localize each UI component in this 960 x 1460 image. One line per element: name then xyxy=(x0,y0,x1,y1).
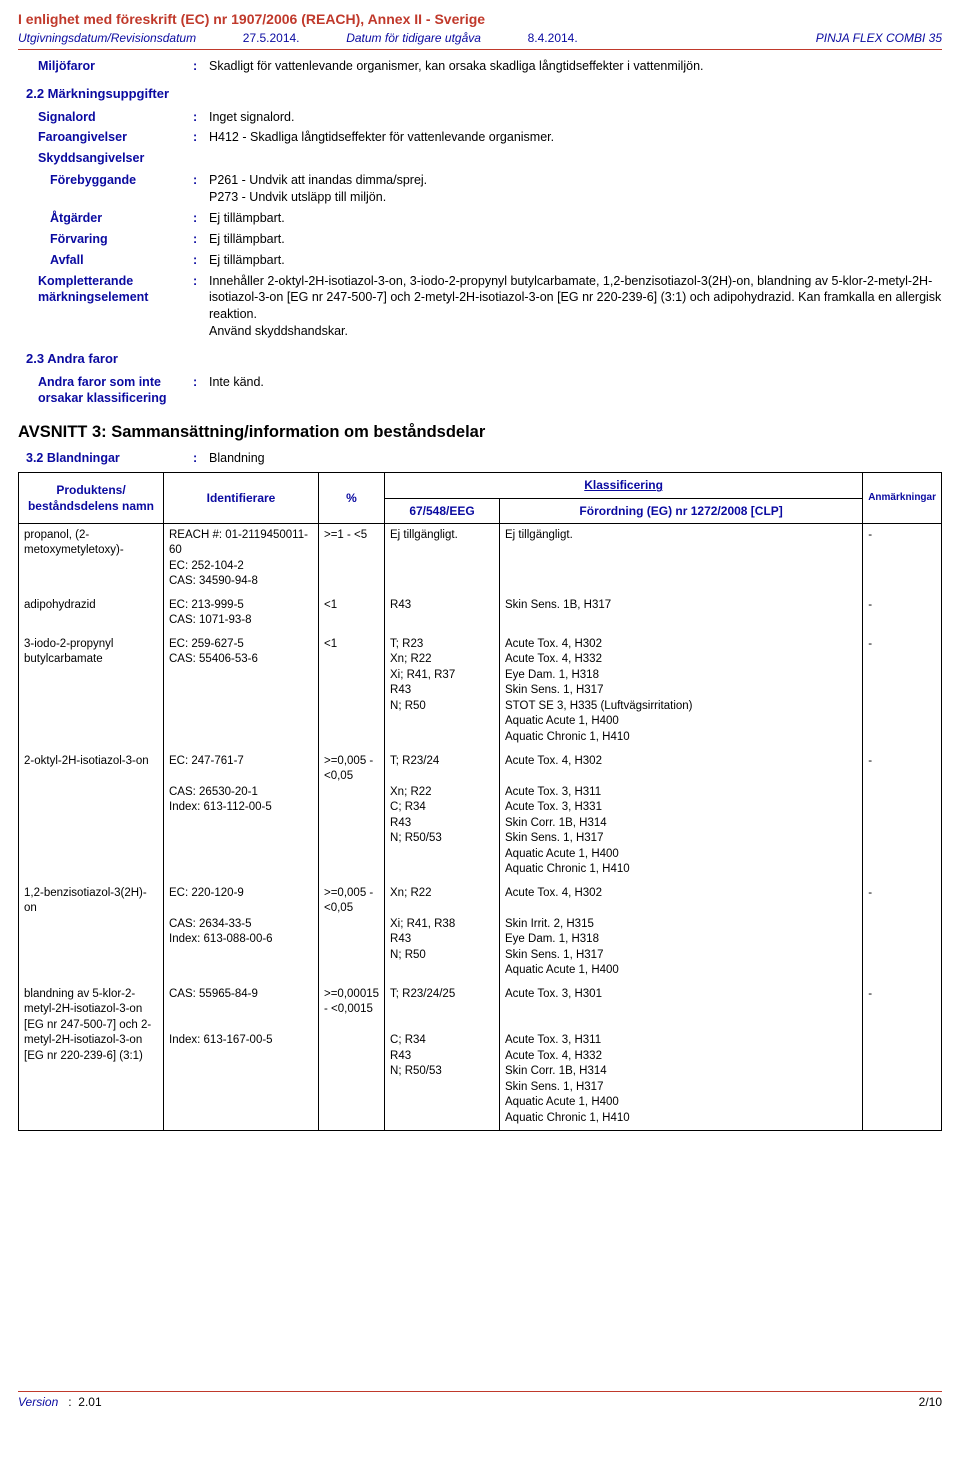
signalord-value: Inget signalord. xyxy=(209,109,942,126)
th-anm: Anmärkningar xyxy=(863,473,942,523)
cell-pct: >=0,005 - <0,05 xyxy=(319,882,385,983)
table-row: blandning av 5-klor-2-metyl-2H-isotiazol… xyxy=(19,983,942,1131)
cell-c67: Xn; R22 Xi; R41, R38 R43 N; R50 xyxy=(385,882,500,983)
cell-clp: Acute Tox. 4, H302 Acute Tox. 3, H311 Ac… xyxy=(500,750,863,882)
prev-date-label: Datum för tidigare utgåva xyxy=(346,31,481,45)
th-67: 67/548/EEG xyxy=(385,498,500,523)
forebyggande-label: Förebyggande xyxy=(18,172,193,206)
composition-table: Produktens/ beståndsdelens namn Identifi… xyxy=(18,472,942,1131)
cell-name: adipohydrazid xyxy=(19,594,164,633)
revision-line: Utgivningsdatum/Revisionsdatum 27.5.2014… xyxy=(18,30,942,48)
cell-clp: Acute Tox. 4, H302 Skin Irrit. 2, H315 E… xyxy=(500,882,863,983)
signalord-label: Signalord xyxy=(18,109,193,126)
cell-name: 3-iodo-2-propynyl butylcarbamate xyxy=(19,633,164,750)
cell-clp: Skin Sens. 1B, H317 xyxy=(500,594,863,633)
section-22-title: 2.2 Märkningsuppgifter xyxy=(26,85,942,103)
th-name: Produktens/ beståndsdelens namn xyxy=(19,473,164,523)
atgarder-label: Åtgärder xyxy=(18,210,193,227)
avsnitt-3-title: AVSNITT 3: Sammansättning/information om… xyxy=(18,421,942,443)
th-pct: % xyxy=(319,473,385,523)
prev-date-value: 8.4.2014. xyxy=(528,31,578,45)
atgarder-row: Åtgärder : Ej tillämpbart. xyxy=(18,210,942,227)
cell-clp: Acute Tox. 4, H302 Acute Tox. 4, H332 Ey… xyxy=(500,633,863,750)
avfall-row: Avfall : Ej tillämpbart. xyxy=(18,252,942,269)
cell-c67: T; R23/24/25 C; R34 R43 N; R50/53 xyxy=(385,983,500,1131)
forvaring-row: Förvaring : Ej tillämpbart. xyxy=(18,231,942,248)
cell-clp: Ej tillgängligt. xyxy=(500,523,863,594)
kompletterande-label: Kompletterande märkningselement xyxy=(18,273,193,341)
cell-id: REACH #: 01-2119450011-60 EC: 252-104-2 … xyxy=(164,523,319,594)
th-clp: Förordning (EG) nr 1272/2008 [CLP] xyxy=(500,498,863,523)
cell-anm: - xyxy=(863,882,942,983)
page-number: 2/10 xyxy=(919,1394,942,1410)
page-footer: Version : 2.01 2/10 xyxy=(18,1391,942,1410)
version-label: Version xyxy=(18,1395,58,1409)
table-row: propanol, (2-metoxymetyletoxy)-REACH #: … xyxy=(19,523,942,594)
cell-anm: - xyxy=(863,983,942,1131)
th-id: Identifierare xyxy=(164,473,319,523)
miljofaror-label: Miljöfaror xyxy=(18,58,193,75)
cell-pct: >=1 - <5 xyxy=(319,523,385,594)
skyddsangivelser-header: Skyddsangivelser xyxy=(18,150,942,167)
cell-pct: <1 xyxy=(319,633,385,750)
cell-pct: >=0,005 - <0,05 xyxy=(319,750,385,882)
date-label: Utgivningsdatum/Revisionsdatum xyxy=(18,31,196,45)
colon: : xyxy=(193,58,209,75)
forvaring-value: Ej tillämpbart. xyxy=(209,231,942,248)
cell-id: EC: 213-999-5 CAS: 1071-93-8 xyxy=(164,594,319,633)
table-row: 1,2-benzisotiazol-3(2H)-onEC: 220-120-9 … xyxy=(19,882,942,983)
cell-name: 2-oktyl-2H-isotiazol-3-on xyxy=(19,750,164,882)
cell-id: EC: 247-761-7 CAS: 26530-20-1 Index: 613… xyxy=(164,750,319,882)
faroangivelser-value: H412 - Skadliga långtidseffekter för vat… xyxy=(209,129,942,146)
forebyggande-row: Förebyggande : P261 - Undvik att inandas… xyxy=(18,172,942,206)
blandningar-value: Blandning xyxy=(209,450,942,467)
andra-faror-row: Andra faror som inte orsakar klassificer… xyxy=(18,374,942,408)
table-row: adipohydrazidEC: 213-999-5 CAS: 1071-93-… xyxy=(19,594,942,633)
cell-pct: <1 xyxy=(319,594,385,633)
cell-name: propanol, (2-metoxymetyletoxy)- xyxy=(19,523,164,594)
andra-faror-value: Inte känd. xyxy=(209,374,942,408)
regulation-header: I enlighet med föreskrift (EC) nr 1907/2… xyxy=(18,10,942,29)
cell-name: 1,2-benzisotiazol-3(2H)-on xyxy=(19,882,164,983)
avfall-label: Avfall xyxy=(18,252,193,269)
cell-anm: - xyxy=(863,523,942,594)
table-row: 2-oktyl-2H-isotiazol-3-onEC: 247-761-7 C… xyxy=(19,750,942,882)
cell-anm: - xyxy=(863,594,942,633)
avfall-value: Ej tillämpbart. xyxy=(209,252,942,269)
cell-name: blandning av 5-klor-2-metyl-2H-isotiazol… xyxy=(19,983,164,1131)
cell-clp: Acute Tox. 3, H301 Acute Tox. 3, H311 Ac… xyxy=(500,983,863,1131)
faroangivelser-row: Faroangivelser : H412 - Skadliga långtid… xyxy=(18,129,942,146)
section-23-title: 2.3 Andra faror xyxy=(26,350,942,368)
forvaring-label: Förvaring xyxy=(18,231,193,248)
cell-anm: - xyxy=(863,750,942,882)
cell-c67: R43 xyxy=(385,594,500,633)
th-klass: Klassificering xyxy=(385,473,863,498)
cell-id: EC: 220-120-9 CAS: 2634-33-5 Index: 613-… xyxy=(164,882,319,983)
cell-c67: Ej tillgängligt. xyxy=(385,523,500,594)
atgarder-value: Ej tillämpbart. xyxy=(209,210,942,227)
andra-faror-label: Andra faror som inte orsakar klassificer… xyxy=(18,374,193,408)
kompletterande-row: Kompletterande märkningselement : Innehå… xyxy=(18,273,942,341)
cell-c67: T; R23/24 Xn; R22 C; R34 R43 N; R50/53 xyxy=(385,750,500,882)
cell-c67: T; R23 Xn; R22 Xi; R41, R37 R43 N; R50 xyxy=(385,633,500,750)
kompletterande-value: Innehåller 2-oktyl-2H-isotiazol-3-on, 3-… xyxy=(209,273,942,341)
cell-pct: >=0,00015 - <0,0015 xyxy=(319,983,385,1131)
header-divider xyxy=(18,49,942,50)
date-value: 27.5.2014. xyxy=(243,31,300,45)
blandningar-label: 3.2 Blandningar xyxy=(18,450,193,467)
forebyggande-value: P261 - Undvik att inandas dimma/sprej. P… xyxy=(209,172,942,206)
product-name: PINJA FLEX COMBI 35 xyxy=(816,30,942,46)
miljofaror-row: Miljöfaror : Skadligt för vattenlevande … xyxy=(18,58,942,75)
miljofaror-value: Skadligt för vattenlevande organismer, k… xyxy=(209,58,942,75)
cell-id: CAS: 55965-84-9 Index: 613-167-00-5 xyxy=(164,983,319,1131)
table-row: 3-iodo-2-propynyl butylcarbamateEC: 259-… xyxy=(19,633,942,750)
version-value: 2.01 xyxy=(78,1395,101,1409)
blandningar-row: 3.2 Blandningar : Blandning xyxy=(18,450,942,467)
cell-id: EC: 259-627-5 CAS: 55406-53-6 xyxy=(164,633,319,750)
cell-anm: - xyxy=(863,633,942,750)
faroangivelser-label: Faroangivelser xyxy=(18,129,193,146)
signalord-row: Signalord : Inget signalord. xyxy=(18,109,942,126)
